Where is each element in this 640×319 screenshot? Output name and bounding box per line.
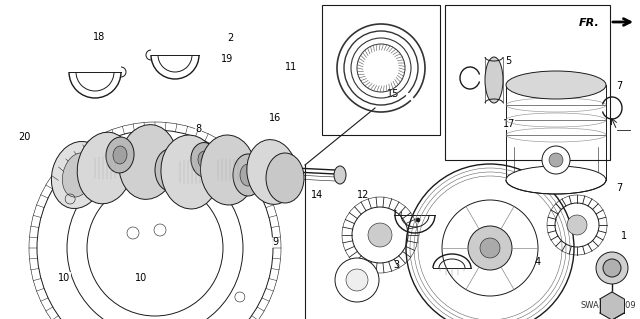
Ellipse shape (266, 153, 304, 203)
Circle shape (335, 258, 379, 302)
Circle shape (549, 153, 563, 167)
Bar (445, 5, 610, 160)
Text: 2: 2 (227, 33, 234, 43)
Ellipse shape (162, 159, 178, 181)
Text: FR.: FR. (579, 18, 600, 28)
Text: 7: 7 (616, 183, 623, 193)
Ellipse shape (485, 57, 503, 103)
Ellipse shape (106, 137, 134, 173)
Ellipse shape (247, 140, 297, 204)
Circle shape (480, 238, 500, 258)
Text: 10: 10 (58, 272, 70, 283)
Bar (322, 5, 440, 135)
Text: 12: 12 (357, 189, 370, 200)
Text: 20: 20 (18, 132, 31, 142)
Text: 10: 10 (134, 272, 147, 283)
Ellipse shape (506, 166, 606, 194)
Ellipse shape (155, 149, 185, 191)
Ellipse shape (161, 135, 219, 209)
Text: 14: 14 (310, 189, 323, 200)
Text: 7: 7 (616, 81, 623, 91)
Polygon shape (600, 292, 624, 319)
Circle shape (346, 269, 368, 291)
Text: 3: 3 (394, 260, 400, 270)
Text: 19: 19 (221, 54, 234, 64)
Ellipse shape (233, 154, 263, 196)
Text: 16: 16 (269, 113, 282, 123)
Text: 1: 1 (621, 231, 627, 241)
Circle shape (567, 215, 587, 235)
Text: 9: 9 (272, 237, 278, 248)
Ellipse shape (191, 143, 219, 177)
Ellipse shape (334, 166, 346, 184)
Text: 4: 4 (534, 256, 541, 267)
Circle shape (542, 146, 570, 174)
Text: 17: 17 (502, 119, 515, 130)
Circle shape (596, 252, 628, 284)
Text: SWA4E16009: SWA4E16009 (580, 301, 636, 310)
Ellipse shape (77, 132, 132, 204)
Ellipse shape (119, 125, 177, 199)
Text: 18: 18 (93, 32, 106, 42)
Text: 15: 15 (387, 89, 400, 99)
Ellipse shape (198, 151, 212, 169)
Ellipse shape (62, 153, 93, 197)
Circle shape (368, 223, 392, 247)
Ellipse shape (240, 164, 256, 186)
Text: 6: 6 (528, 183, 534, 193)
Text: 5: 5 (506, 56, 512, 66)
Ellipse shape (200, 135, 255, 205)
Text: 8: 8 (195, 124, 202, 134)
Text: 4: 4 (365, 276, 371, 286)
Text: 13: 13 (238, 167, 251, 177)
Circle shape (468, 226, 512, 270)
Text: 11: 11 (285, 62, 298, 72)
Circle shape (416, 218, 420, 222)
Ellipse shape (51, 141, 104, 209)
Ellipse shape (113, 146, 127, 164)
Circle shape (603, 259, 621, 277)
Ellipse shape (506, 71, 606, 99)
